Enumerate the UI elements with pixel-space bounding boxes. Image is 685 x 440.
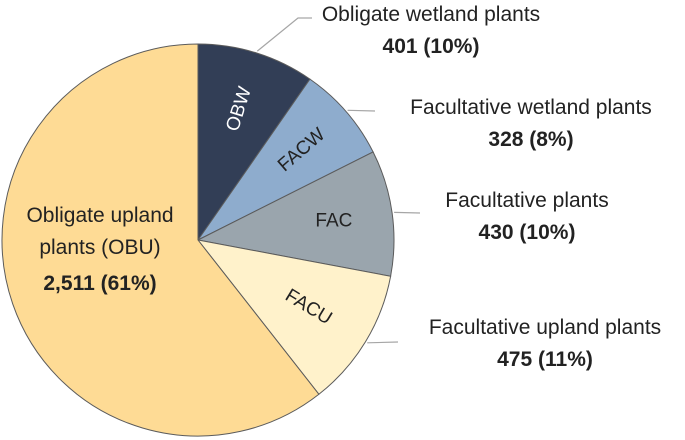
label-name-obu-line1: Obligate upland [26, 204, 173, 227]
label-value-facu: 475 (11%) [497, 348, 593, 371]
label-value-obw: 401 (10%) [383, 35, 480, 58]
label-name-facw: Facultative wetland plants [410, 96, 652, 119]
leader-line-fac [394, 211, 421, 214]
label-name-obu-line2: plants (OBU) [39, 236, 160, 259]
leader-lines [256, 17, 421, 344]
label-value-obu: 2,511 (61%) [43, 272, 156, 295]
label-facultative-wetland: Facultative wetland plants 328 (8%) [410, 96, 652, 151]
slice-label-fac: FAC [315, 210, 352, 231]
pie-slices [1, 43, 395, 437]
leader-line-obw [256, 17, 312, 52]
label-name-facu: Facultative upland plants [429, 316, 661, 339]
label-value-fac: 430 (10%) [479, 221, 576, 244]
label-name-obw: Obligate wetland plants [322, 3, 540, 26]
label-obligate-wetland: Obligate wetland plants 401 (10%) [322, 3, 540, 58]
leader-line-facw [347, 109, 376, 112]
label-obligate-upland: Obligate upland plants (OBU) 2,511 (61%) [26, 204, 173, 295]
label-facultative: Facultative plants 430 (10%) [445, 189, 608, 244]
label-facultative-upland: Facultative upland plants 475 (11%) [429, 316, 661, 371]
pie-slice-obw [197, 43, 311, 242]
label-value-facw: 328 (8%) [488, 128, 573, 151]
pie-slice-fac [196, 151, 395, 277]
pie-slice-obu [1, 43, 320, 437]
pie-slice-facw [197, 78, 374, 241]
label-name-fac: Facultative plants [445, 189, 608, 212]
pie-slice-facu [196, 239, 392, 395]
leader-line-facu [367, 341, 399, 344]
